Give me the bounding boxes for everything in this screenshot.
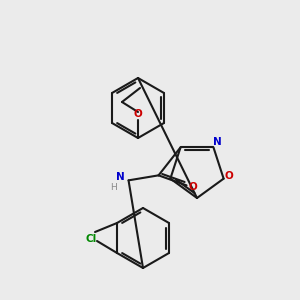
- Text: O: O: [188, 182, 197, 192]
- Text: O: O: [224, 171, 233, 181]
- Text: H: H: [110, 183, 117, 192]
- Text: O: O: [134, 109, 142, 119]
- Text: N: N: [213, 137, 222, 147]
- Text: N: N: [116, 172, 125, 182]
- Text: Cl: Cl: [85, 234, 97, 244]
